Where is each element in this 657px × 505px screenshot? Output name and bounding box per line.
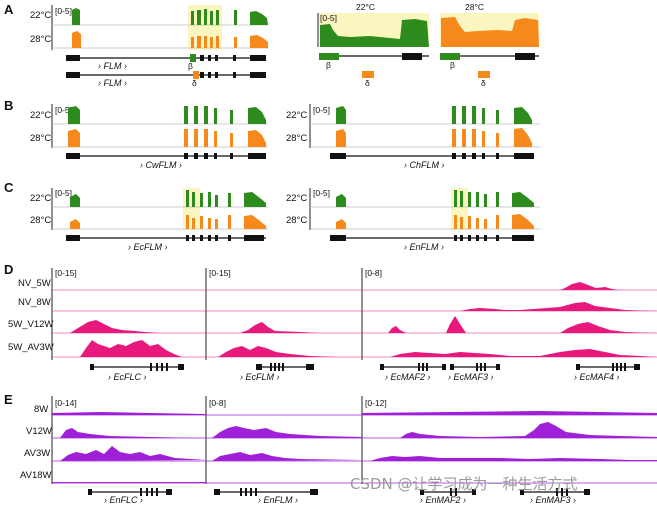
panel-a-gene-2: › FLM › (98, 78, 127, 88)
panel-d-gene-2: › EcFLM › (240, 372, 280, 382)
panel-d-gene-4: › EcMAF3 › (448, 372, 494, 382)
panel-d-row-4: 5W_AV3W (8, 342, 54, 353)
panel-d-row-3: 5W_V12W (8, 319, 53, 330)
zoom-delta-2: δ (481, 78, 486, 88)
panel-c: C 22°C 28°C [0-5] › EcFLM › (4, 180, 540, 252)
panel-e-scale-1: [0-14] (55, 398, 77, 408)
panel-a-scale: [0-5] (55, 6, 72, 16)
panel-b-scale-2: [0-5] (313, 105, 330, 115)
panel-c-row-22-right: 22°C (286, 193, 307, 204)
panel-e-scale-3: [0-12] (365, 398, 387, 408)
watermark: CSDN @让学习成为一种生活方式 (350, 475, 578, 493)
panel-b-scale-1: [0-5] (55, 105, 72, 115)
zoom-temp-22: 22°C (356, 2, 375, 12)
panel-e-gene-2: › EnFLM › (258, 495, 298, 505)
panel-c-row-28-right: 28°C (286, 215, 307, 226)
panel-a-delta: δ (192, 78, 197, 88)
panel-d-scale-3: [0-8] (365, 268, 382, 278)
panel-d-gene-1: › EcFLC › (108, 372, 147, 382)
panel-e-gene-4: › EnMAF3 › (530, 495, 576, 505)
panel-b-row-28: 28°C (30, 133, 51, 144)
panel-e-row-4: AV18W (20, 470, 52, 481)
panel-b: B 22°C 28°C [0-5] › CwFLM › 22°C 28°C (4, 98, 540, 170)
panel-c-row-22: 22°C (30, 193, 51, 204)
panel-c-gene-1: › EcFLM › (128, 242, 168, 252)
zoom-beta-1: β (326, 60, 331, 70)
panel-d-row-1: NV_5W (18, 278, 51, 289)
panel-b-gene-2: › ChFLM › (404, 160, 445, 170)
zoom-temp-28: 28°C (465, 2, 484, 12)
panel-d: D NV_5W NV_8W 5W_V12W 5W_AV3W [0-15] [0-… (4, 262, 657, 382)
panel-b-row-28-right: 28°C (286, 133, 307, 144)
zoom-delta-1: δ (365, 78, 370, 88)
panel-b-letter: B (4, 98, 13, 113)
panel-d-gene-3: › EcMAF2 › (385, 372, 431, 382)
panel-b-row-22: 22°C (30, 110, 51, 121)
panel-d-letter: D (4, 262, 13, 277)
panel-d-scale-2: [0-15] (209, 268, 231, 278)
panel-e-letter: E (4, 392, 13, 407)
panel-e-row-2: V12W (26, 426, 52, 437)
panel-a-beta: β (188, 61, 193, 71)
panel-c-scale-1: [0-5] (55, 188, 72, 198)
panel-d-gene-5: › EcMAF4 › (574, 372, 620, 382)
panel-e-gene-3: › EnMAF2 › (420, 495, 466, 505)
panel-d-scale-1: [0-15] (55, 268, 77, 278)
panel-a-row-22: 22°C (30, 10, 51, 21)
panel-d-row-2: NV_8W (18, 297, 51, 308)
panel-a-letter: A (4, 2, 14, 17)
panel-b-gene-1: › CwFLM › (140, 160, 182, 170)
panel-e-gene-1: › EnFLC › (104, 495, 143, 505)
panel-e: E 8W V12W AV3W AV18W [0-14] [0-8] [0-12] (4, 392, 657, 505)
panel-a-gene-1: › FLM › (98, 61, 127, 71)
panel-e-row-1: 8W (34, 404, 48, 415)
panel-a: A 22°C 28°C [0-5] › FLM (4, 2, 539, 88)
panel-a-row-28: 28°C (30, 34, 51, 45)
zoom-beta-2: β (450, 60, 455, 70)
panel-c-scale-2: [0-5] (313, 188, 330, 198)
panel-e-row-3: AV3W (24, 448, 50, 459)
panel-c-gene-2: › EnFLM › (404, 242, 444, 252)
zoom-scale: [0-5] (320, 13, 337, 23)
panel-b-row-22-right: 22°C (286, 110, 307, 121)
panel-c-row-28: 28°C (30, 215, 51, 226)
panel-c-letter: C (4, 180, 14, 195)
panel-e-scale-2: [0-8] (209, 398, 226, 408)
